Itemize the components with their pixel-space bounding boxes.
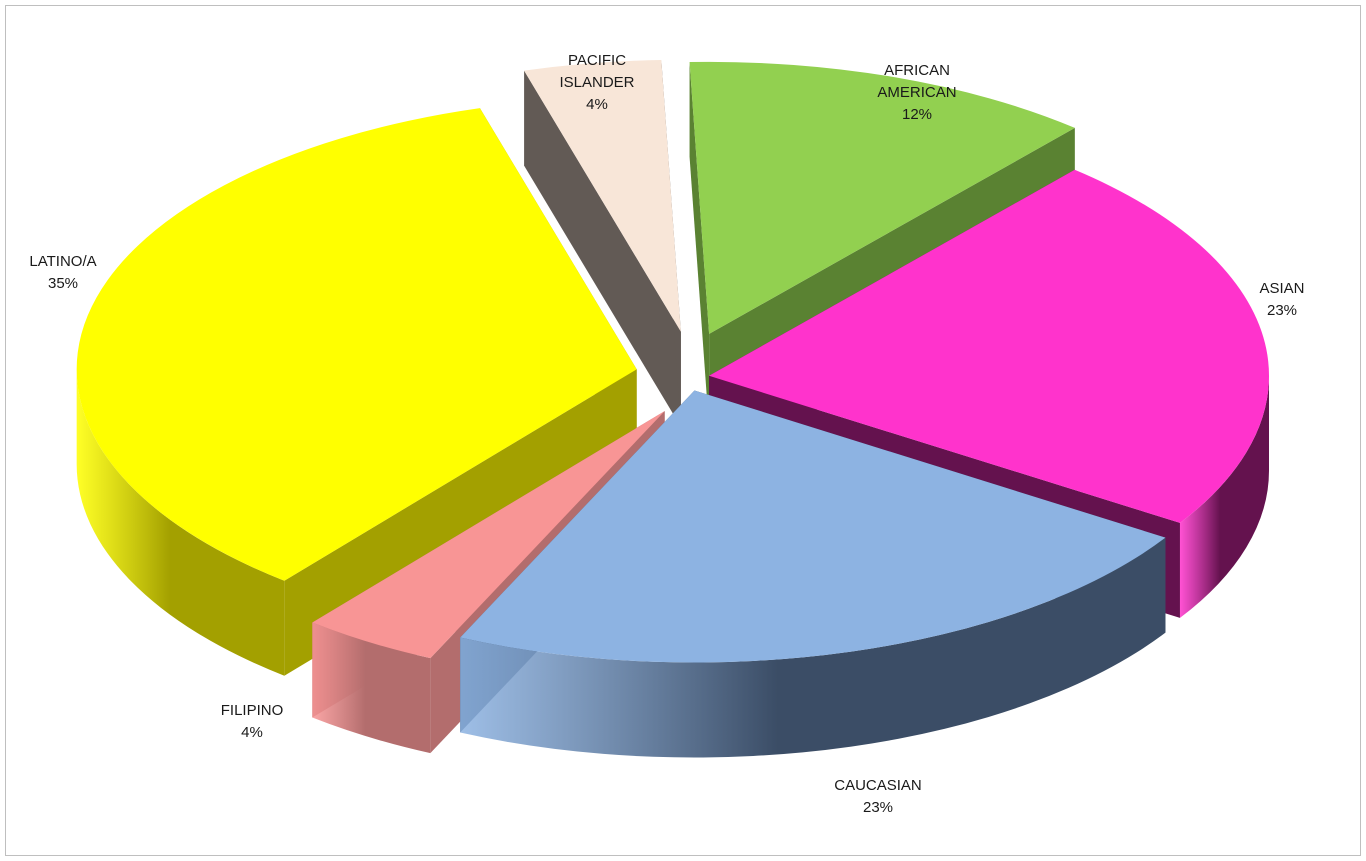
slice-label-2: CAUCASIAN 23% [834, 777, 922, 816]
slice-label-3: FILIPINO 4% [221, 702, 284, 741]
slice-label-0: AFRICAN AMERICAN 12% [877, 62, 956, 123]
pie-slice-5 [524, 59, 681, 427]
slice-label-4: LATINO/A 35% [29, 253, 96, 292]
pie-slice-2 [460, 390, 1166, 758]
slice-label-1: ASIAN 23% [1259, 280, 1304, 319]
slice-label-5: PACIFIC ISLANDER 4% [559, 52, 634, 113]
